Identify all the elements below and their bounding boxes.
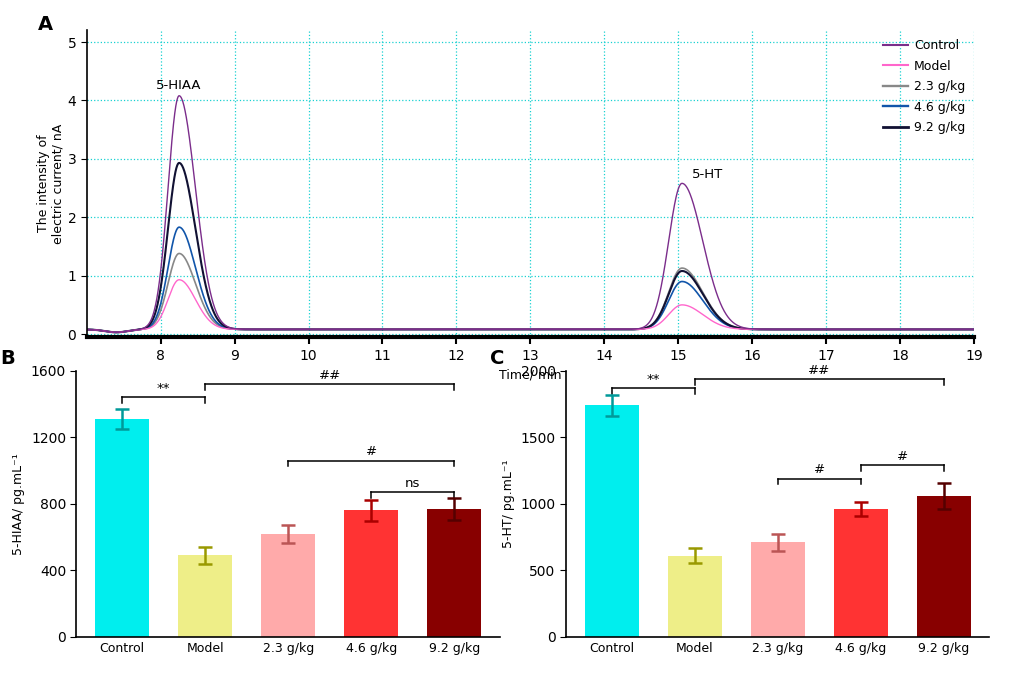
9.2 g/kg [612, 326, 625, 334]
Control [420, 326, 432, 334]
Text: ##: ## [807, 363, 829, 377]
Control [612, 326, 625, 334]
4.6 g/kg [967, 326, 979, 334]
2.3 g/kg [742, 325, 754, 333]
4.6 g/kg [420, 326, 432, 334]
9.2 g/kg [242, 326, 254, 334]
9.2 g/kg [173, 159, 185, 167]
4.6 g/kg [612, 326, 625, 334]
X-axis label: Time/ min: Time/ min [498, 369, 561, 381]
Control [242, 326, 254, 334]
Model [110, 328, 122, 336]
Control [657, 266, 669, 274]
Bar [178, 555, 232, 637]
Line: 2.3 g/kg: 2.3 g/kg [87, 253, 973, 332]
2.3 g/kg [612, 326, 625, 334]
Model [81, 326, 93, 334]
Text: 5-HT: 5-HT [692, 168, 722, 181]
9.2 g/kg [81, 326, 93, 334]
Text: #: # [365, 446, 376, 458]
Line: 9.2 g/kg: 9.2 g/kg [87, 163, 973, 332]
Text: B: B [0, 349, 15, 369]
9.2 g/kg [742, 325, 754, 333]
4.6 g/kg [657, 306, 669, 314]
Model [420, 326, 432, 334]
2.3 g/kg [242, 326, 254, 334]
Text: #: # [813, 464, 824, 477]
Text: **: ** [157, 382, 170, 395]
2.3 g/kg [657, 301, 669, 309]
Bar [261, 534, 315, 637]
Line: Model: Model [87, 280, 973, 332]
Model [742, 326, 754, 334]
4.6 g/kg [810, 326, 822, 334]
Model [810, 326, 822, 334]
Control [742, 325, 754, 333]
Bar [916, 496, 970, 637]
Model [967, 326, 979, 334]
Control [110, 328, 122, 336]
Bar [833, 509, 887, 637]
2.3 g/kg [81, 326, 93, 334]
2.3 g/kg [173, 249, 185, 257]
Text: C: C [489, 349, 503, 369]
Control [810, 326, 822, 334]
Line: 4.6 g/kg: 4.6 g/kg [87, 227, 973, 332]
2.3 g/kg [810, 326, 822, 334]
Control [173, 92, 185, 100]
Y-axis label: 5-HIAA/ pg.mL⁻¹: 5-HIAA/ pg.mL⁻¹ [12, 453, 25, 555]
4.6 g/kg [173, 223, 185, 231]
Model [657, 315, 669, 324]
Text: ##: ## [318, 369, 340, 382]
Text: ns: ns [405, 477, 420, 490]
Text: #: # [896, 450, 907, 463]
Bar [584, 405, 638, 637]
Bar [343, 510, 397, 637]
Bar [95, 419, 149, 637]
Text: A: A [38, 15, 53, 34]
9.2 g/kg [657, 301, 669, 309]
Model [612, 326, 625, 334]
4.6 g/kg [742, 325, 754, 333]
2.3 g/kg [967, 326, 979, 334]
Control [967, 326, 979, 334]
4.6 g/kg [110, 328, 122, 336]
4.6 g/kg [81, 326, 93, 334]
Bar [427, 509, 481, 637]
9.2 g/kg [110, 328, 122, 336]
9.2 g/kg [420, 326, 432, 334]
9.2 g/kg [810, 326, 822, 334]
Model [242, 326, 254, 334]
Model [173, 276, 185, 284]
Text: 5-HIAA: 5-HIAA [156, 79, 202, 92]
Line: Control: Control [87, 96, 973, 332]
Text: **: ** [646, 373, 659, 386]
Y-axis label: 5-HT/ pg.mL⁻¹: 5-HT/ pg.mL⁻¹ [501, 460, 515, 548]
Y-axis label: The intensity of
electric current/ nA: The intensity of electric current/ nA [37, 123, 64, 244]
2.3 g/kg [420, 326, 432, 334]
2.3 g/kg [110, 328, 122, 336]
4.6 g/kg [242, 326, 254, 334]
9.2 g/kg [967, 326, 979, 334]
Bar [750, 543, 804, 637]
Legend: Control, Model, 2.3 g/kg, 4.6 g/kg, 9.2 g/kg: Control, Model, 2.3 g/kg, 4.6 g/kg, 9.2 … [877, 34, 969, 139]
Bar [667, 556, 721, 637]
Control [81, 326, 93, 334]
